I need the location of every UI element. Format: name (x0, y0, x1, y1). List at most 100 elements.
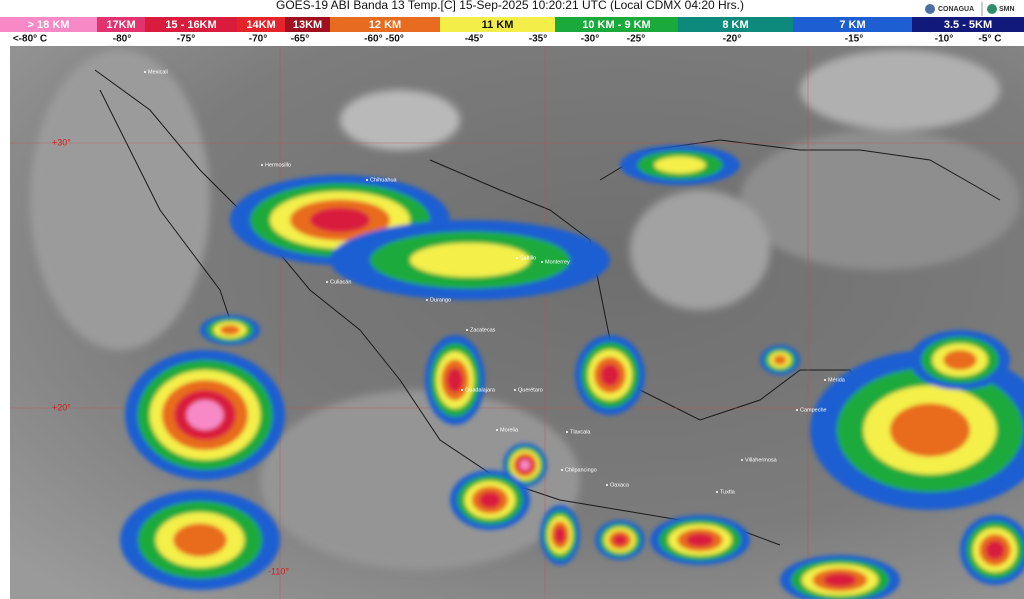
logo-text: CONAGUA (938, 6, 974, 13)
place-label: Morelia (500, 427, 519, 433)
storm-cell (823, 573, 857, 587)
place-marker (426, 299, 428, 301)
place-label: Hermosillo (265, 162, 291, 168)
place-label: Campeche (800, 407, 827, 413)
logo-icon (987, 4, 997, 14)
storm-cell (554, 526, 566, 544)
temperature-label: -10° (935, 34, 953, 45)
place-label: Tuxtla (720, 489, 736, 495)
legend-label: 10 KM - 9 KM (582, 19, 650, 31)
legend-swatch (145, 17, 237, 32)
storm-cell (943, 350, 977, 370)
legend-swatch (440, 17, 555, 32)
storm-cell (654, 156, 706, 174)
temperature-label: -60° -50° (364, 34, 404, 45)
place-label: Zacatecas (470, 327, 496, 333)
temperature-label: -45° (465, 34, 483, 45)
place-label: Culiacán (330, 279, 351, 285)
grid-label: +30° (52, 137, 71, 147)
place-label: Monterrey (545, 259, 570, 265)
temperature-label: -30° (581, 34, 599, 45)
place-label: Querétaro (518, 387, 543, 393)
place-marker (824, 379, 826, 381)
temperature-label: -15° (845, 34, 863, 45)
legend-swatch (678, 17, 793, 32)
grid-label: +20° (52, 402, 71, 412)
place-marker (514, 389, 516, 391)
place-marker (716, 491, 718, 493)
storm-cell (773, 355, 787, 365)
cloud (340, 90, 460, 150)
storms (120, 145, 1024, 599)
cloud (740, 130, 1020, 270)
place-marker (561, 469, 563, 471)
legend-label: 15 - 16KM (165, 19, 216, 31)
temperature-label: -5° C (979, 34, 1002, 45)
legend-swatch (555, 17, 678, 32)
legend-label: 13KM (293, 19, 322, 31)
legend-label: 3.5 - 5KM (944, 19, 992, 31)
legend-label: 11 KM (482, 19, 514, 31)
temperature-label: -20° (723, 34, 741, 45)
legend-label: 12 KM (369, 19, 401, 31)
storm-cell (985, 540, 1005, 560)
legend-swatch (912, 17, 1024, 32)
storm-cell (186, 400, 224, 430)
coastline (94, 69, 781, 546)
temperature-label: <-80° C (13, 34, 47, 45)
storm-cell (686, 533, 714, 547)
place-marker (461, 389, 463, 391)
legend-label: 7 KM (839, 19, 865, 31)
place-marker (741, 459, 743, 461)
storm-cell (220, 325, 240, 335)
legend-swatch (793, 17, 912, 32)
legend-label: 17KM (106, 19, 135, 31)
logo-text: SMN (999, 6, 1015, 13)
map: +30° +20° -110° Mexicali Hermosillo Chihua… (10, 46, 1024, 599)
title: GOES-19 ABI Banda 13 Temp.[C] 15-Sep-202… (276, 0, 744, 12)
place-label: Durango (430, 297, 451, 303)
place-label: Tlaxcala (570, 429, 591, 435)
cloud (800, 50, 1000, 130)
legend-swatch (0, 17, 97, 32)
legend-swatch (97, 17, 145, 32)
temperature-label: -80° (113, 34, 131, 45)
storm-cell (310, 207, 370, 233)
storm-cell (600, 364, 620, 386)
legend-swatch (237, 17, 285, 32)
storm-cell (479, 491, 501, 509)
storm-cell (519, 459, 531, 471)
place-label: Chilpancingo (565, 467, 597, 473)
legend-swatch (330, 17, 440, 32)
place-label: Oaxaca (610, 482, 630, 488)
place-label: Saltillo (520, 255, 536, 261)
place-marker (496, 429, 498, 431)
temperature-label: -70° (249, 34, 267, 45)
place-label: Chihuahua (370, 177, 398, 183)
grid-label: -110° (268, 566, 289, 576)
legend-label: 8 KM (722, 19, 748, 31)
temperature-label: -75° (177, 34, 195, 45)
place-label: Mérida (828, 377, 846, 383)
place-marker (466, 329, 468, 331)
place-label: Guadalajara (465, 387, 496, 393)
storm-cell (410, 242, 530, 278)
logos: CONAGUA SMN (925, 2, 1015, 16)
legend-label: 14KM (246, 19, 275, 31)
place-marker (144, 71, 146, 73)
legend-swatch (285, 17, 330, 32)
place-label: Mexicali (148, 69, 168, 75)
storm-cell (613, 534, 627, 546)
cloud (30, 50, 210, 350)
place-label: Villahermosa (745, 457, 778, 463)
temperature-label: -25° (627, 34, 645, 45)
temperature-label: -65° (291, 34, 309, 45)
storm-cell (173, 523, 227, 557)
place-marker (366, 179, 368, 181)
place-marker (606, 484, 608, 486)
legend: > 18 KM 17KM 15 - 16KM 14KM 13KM 12 KM 11 KM 10… (0, 17, 1024, 45)
cloud (630, 190, 770, 310)
logo-icon (925, 4, 935, 14)
